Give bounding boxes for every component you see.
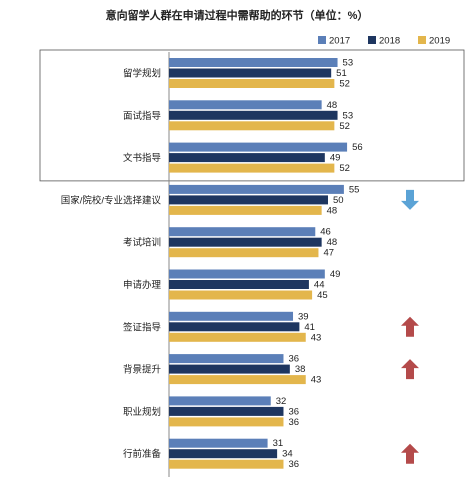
value-label-2017: 49 (330, 269, 341, 280)
value-label-2019: 52 (339, 79, 350, 90)
category-label: 背景提升 (123, 364, 162, 376)
bar-2018 (169, 364, 290, 374)
value-label-2019: 36 (288, 459, 299, 470)
legend-swatch-2018 (368, 36, 376, 44)
value-label-2017: 39 (298, 311, 309, 322)
category-label: 面试指导 (123, 110, 161, 122)
category-label: 申请办理 (123, 279, 162, 291)
value-label-2018: 49 (330, 153, 341, 164)
value-label-2017: 36 (288, 354, 299, 365)
category-label: 签证指导 (123, 321, 161, 333)
value-label-2019: 43 (311, 332, 322, 343)
value-label-2018: 34 (282, 449, 293, 460)
category-label: 行前准备 (123, 448, 162, 460)
value-label-2019: 52 (339, 163, 350, 174)
bar-2017 (169, 100, 322, 110)
value-label-2019: 48 (327, 205, 338, 216)
bar-2019 (169, 248, 319, 258)
legend-label-2017: 2017 (329, 36, 350, 47)
category-label: 文书指导 (123, 152, 161, 164)
bar-2019 (169, 205, 322, 215)
bar-2019 (169, 121, 335, 131)
trend-arrow-up-icon (401, 316, 419, 337)
bar-2017 (169, 396, 271, 406)
bar-2018 (169, 110, 338, 120)
bar-2019 (169, 375, 306, 385)
bar-2019 (169, 79, 335, 88)
bar-2019 (169, 163, 335, 173)
value-label-2018: 51 (336, 68, 347, 79)
value-label-2019: 45 (317, 290, 328, 301)
value-label-2017: 55 (349, 184, 360, 195)
value-label-2017: 32 (276, 396, 287, 407)
trend-arrow-up-icon (401, 443, 419, 464)
legend-swatch-2017 (318, 36, 326, 44)
trend-arrow-down-icon (401, 189, 419, 210)
bar-2018 (169, 237, 322, 247)
legend-swatch-2019 (418, 36, 426, 44)
value-label-2018: 44 (314, 280, 325, 291)
bar-2019 (169, 459, 284, 469)
value-label-2018: 38 (295, 364, 306, 375)
value-label-2018: 53 (343, 110, 354, 121)
bar-2018 (169, 449, 278, 459)
value-label-2019: 36 (288, 417, 299, 428)
bar-2017 (169, 184, 344, 194)
bar-2019 (169, 332, 306, 342)
value-label-2017: 46 (320, 227, 331, 238)
category-label: 国家/院校/专业选择建议 (61, 194, 162, 206)
bar-2018 (169, 195, 328, 205)
trend-arrow-up-icon (401, 359, 419, 380)
bar-2018 (169, 406, 284, 416)
category-label: 职业规划 (123, 406, 161, 418)
bar-2017 (169, 58, 338, 67)
value-label-2017: 56 (352, 142, 363, 153)
highlight-box (39, 49, 465, 182)
category-label: 考试培训 (123, 237, 161, 249)
value-label-2018: 36 (288, 406, 299, 417)
chart-title: 意向留学人群在申请过程中需帮助的环节（单位：%） (106, 8, 369, 22)
value-label-2019: 52 (339, 121, 350, 132)
bar-2018 (169, 322, 300, 332)
value-label-2018: 50 (333, 195, 344, 206)
bar-2017 (169, 227, 316, 237)
bar-2018 (169, 68, 332, 78)
legend-label-2018: 2018 (379, 36, 400, 47)
category-label: 留学规划 (123, 68, 161, 80)
bar-2017 (169, 311, 294, 321)
value-label-2019: 43 (311, 375, 322, 386)
bar-2019 (169, 417, 284, 427)
value-label-2018: 48 (327, 237, 338, 248)
bar-2017 (169, 269, 325, 279)
value-label-2017: 31 (273, 438, 284, 449)
value-label-2019: 47 (323, 248, 334, 259)
value-label-2018: 41 (304, 322, 315, 333)
value-label-2017: 48 (327, 100, 338, 111)
bar-2018 (169, 280, 309, 289)
bar-2018 (169, 153, 325, 163)
value-label-2017: 53 (343, 58, 354, 69)
bar-2017 (169, 142, 348, 152)
bar-2017 (169, 438, 268, 448)
bar-2019 (169, 290, 313, 300)
bar-2017 (169, 354, 284, 364)
legend-label-2019: 2019 (429, 36, 450, 47)
